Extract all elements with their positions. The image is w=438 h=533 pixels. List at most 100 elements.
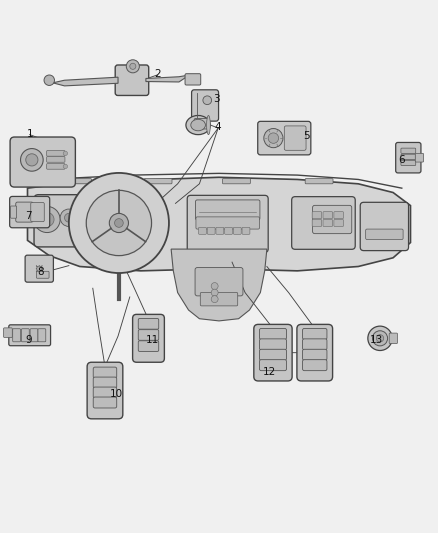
FancyBboxPatch shape <box>401 148 416 154</box>
FancyBboxPatch shape <box>401 154 416 159</box>
FancyBboxPatch shape <box>200 293 238 306</box>
Circle shape <box>376 335 384 342</box>
Text: 1: 1 <box>26 129 33 139</box>
FancyBboxPatch shape <box>9 325 50 346</box>
Text: 2: 2 <box>154 69 160 79</box>
FancyBboxPatch shape <box>233 228 241 235</box>
FancyBboxPatch shape <box>323 212 332 219</box>
FancyBboxPatch shape <box>138 330 159 340</box>
FancyBboxPatch shape <box>216 228 224 235</box>
Circle shape <box>115 219 123 228</box>
FancyBboxPatch shape <box>195 268 243 296</box>
Ellipse shape <box>207 116 210 135</box>
Circle shape <box>372 331 388 346</box>
FancyBboxPatch shape <box>323 220 332 227</box>
Circle shape <box>34 206 60 232</box>
FancyBboxPatch shape <box>25 255 53 282</box>
FancyBboxPatch shape <box>93 367 117 378</box>
Circle shape <box>63 151 67 156</box>
Text: 10: 10 <box>110 389 123 399</box>
FancyBboxPatch shape <box>360 203 409 251</box>
FancyBboxPatch shape <box>13 329 21 342</box>
FancyBboxPatch shape <box>93 377 117 388</box>
FancyBboxPatch shape <box>198 228 206 235</box>
Circle shape <box>211 296 218 303</box>
FancyBboxPatch shape <box>303 360 327 370</box>
FancyBboxPatch shape <box>10 197 49 228</box>
FancyBboxPatch shape <box>47 157 65 162</box>
FancyBboxPatch shape <box>334 212 343 219</box>
FancyBboxPatch shape <box>303 339 327 350</box>
FancyBboxPatch shape <box>223 179 251 184</box>
FancyBboxPatch shape <box>259 349 286 360</box>
FancyBboxPatch shape <box>292 197 355 249</box>
FancyBboxPatch shape <box>185 74 201 85</box>
FancyBboxPatch shape <box>195 200 260 220</box>
FancyBboxPatch shape <box>194 118 209 129</box>
FancyBboxPatch shape <box>401 160 416 166</box>
FancyBboxPatch shape <box>187 195 268 252</box>
FancyBboxPatch shape <box>4 328 12 337</box>
Circle shape <box>268 133 279 143</box>
FancyBboxPatch shape <box>313 205 352 233</box>
FancyBboxPatch shape <box>305 179 333 184</box>
Circle shape <box>44 75 54 85</box>
Circle shape <box>21 149 43 171</box>
FancyBboxPatch shape <box>47 150 65 156</box>
Text: 12: 12 <box>262 367 276 377</box>
FancyBboxPatch shape <box>259 339 286 350</box>
Circle shape <box>130 63 136 69</box>
FancyBboxPatch shape <box>11 206 17 218</box>
Text: 13: 13 <box>370 335 383 345</box>
FancyBboxPatch shape <box>284 126 306 150</box>
Text: 3: 3 <box>213 94 220 104</box>
FancyBboxPatch shape <box>115 65 149 95</box>
FancyBboxPatch shape <box>30 329 38 342</box>
FancyBboxPatch shape <box>133 314 164 362</box>
FancyBboxPatch shape <box>87 362 123 419</box>
Text: 6: 6 <box>399 155 405 165</box>
Text: 9: 9 <box>25 335 32 345</box>
FancyBboxPatch shape <box>389 333 397 344</box>
FancyBboxPatch shape <box>138 319 159 329</box>
FancyBboxPatch shape <box>415 154 424 162</box>
FancyBboxPatch shape <box>254 325 292 381</box>
FancyBboxPatch shape <box>259 328 286 340</box>
Circle shape <box>126 60 139 73</box>
Text: 8: 8 <box>37 266 44 277</box>
Circle shape <box>86 190 152 256</box>
Text: 11: 11 <box>146 335 159 345</box>
FancyBboxPatch shape <box>93 387 117 398</box>
Text: 7: 7 <box>25 211 32 221</box>
FancyBboxPatch shape <box>93 397 117 408</box>
FancyBboxPatch shape <box>334 220 343 227</box>
Ellipse shape <box>191 119 205 131</box>
FancyBboxPatch shape <box>144 179 172 184</box>
FancyBboxPatch shape <box>191 90 219 121</box>
FancyBboxPatch shape <box>207 228 215 235</box>
Ellipse shape <box>186 116 210 135</box>
FancyBboxPatch shape <box>225 228 233 235</box>
FancyBboxPatch shape <box>259 360 286 370</box>
Circle shape <box>264 128 283 148</box>
FancyBboxPatch shape <box>34 195 95 247</box>
FancyBboxPatch shape <box>38 329 46 342</box>
Polygon shape <box>146 75 189 82</box>
Text: 4: 4 <box>215 122 222 132</box>
FancyBboxPatch shape <box>16 202 33 222</box>
Polygon shape <box>28 177 410 271</box>
Circle shape <box>110 213 128 232</box>
Circle shape <box>368 326 392 351</box>
FancyBboxPatch shape <box>258 122 311 155</box>
FancyBboxPatch shape <box>303 349 327 360</box>
FancyBboxPatch shape <box>396 142 421 173</box>
FancyBboxPatch shape <box>297 325 332 381</box>
FancyBboxPatch shape <box>242 228 250 235</box>
Circle shape <box>211 282 218 289</box>
FancyBboxPatch shape <box>21 329 29 342</box>
FancyBboxPatch shape <box>10 137 75 187</box>
Polygon shape <box>171 249 267 321</box>
Circle shape <box>64 213 73 222</box>
Circle shape <box>40 213 54 227</box>
FancyBboxPatch shape <box>47 164 65 169</box>
